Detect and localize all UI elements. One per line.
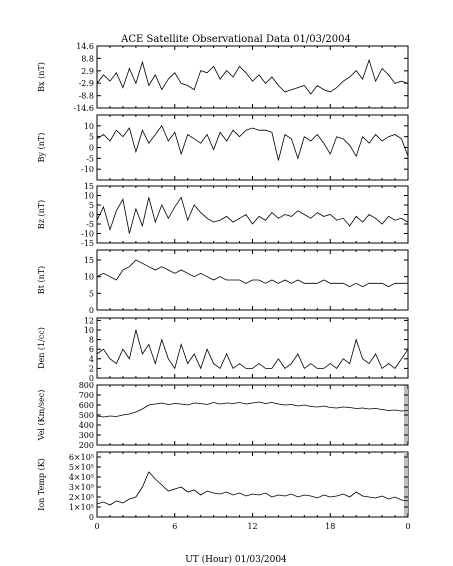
series-line-bx — [96, 58, 409, 95]
series-line-bt — [96, 259, 408, 288]
series-line-den — [96, 329, 409, 370]
x-tick-label: 0 — [405, 522, 410, 531]
y-tick-label-bz: -10 — [81, 230, 94, 239]
x-tick-label: 12 — [247, 522, 257, 531]
y-tick-label-bz: 0 — [89, 211, 94, 220]
y-tick-label-vel: 700 — [79, 391, 94, 400]
y-tick-label-vel: 400 — [79, 421, 94, 430]
y-tick-label-bx: -2.9 — [79, 79, 94, 88]
series-line-by — [96, 125, 409, 161]
chart-title: ACE Satellite Observational Data 01/03/2… — [120, 34, 351, 45]
panel-frame-bz — [96, 185, 409, 244]
series-line-vel — [96, 401, 409, 418]
panel-bt: 15 10 5 0 Bt (nT) — [37, 249, 409, 315]
series-line-bz — [96, 196, 409, 234]
y-tick-label-den: 6 — [89, 345, 94, 354]
y-tick-label-vel: 600 — [79, 401, 94, 410]
y-tick-label-by: -10 — [81, 165, 94, 174]
y-tick-label-bx: 14.6 — [76, 42, 94, 51]
y-tick-label-den: 0 — [89, 374, 94, 383]
y-axis-label-temp: Ion Temp (K) — [37, 458, 46, 511]
y-tick-label-bx: -14.6 — [73, 104, 94, 113]
panel-edge-shade-temp — [404, 452, 408, 517]
y-tick-label-bz: 5 — [89, 201, 94, 210]
panel-frame-den — [96, 317, 409, 379]
y-tick-label-by: 0 — [89, 144, 94, 153]
y-tick-label-bx: -8.8 — [79, 92, 94, 101]
x-axis-label: UT (Hour) 01/03/2004 — [185, 554, 287, 565]
y-tick-label-by: 10 — [84, 122, 94, 131]
y-tick-label-temp: 3×10⁵ — [69, 483, 94, 492]
series-line-temp — [96, 471, 409, 506]
y-tick-label-bz: 10 — [84, 192, 94, 201]
y-tick-label-bt: 10 — [84, 273, 94, 282]
y-tick-label-bt: 0 — [89, 306, 94, 315]
y-tick-label-bz: -5 — [86, 220, 94, 229]
y-tick-label-den: 12 — [84, 316, 94, 325]
panel-bx: 14.6 8.8 2.9 -2.9 -8.8 -14.6 Bx (nT) — [37, 42, 409, 113]
panels: 14.68.82.9-2.9-8.8-14.6Bx (nT)1050-5-10B… — [37, 42, 411, 531]
y-tick-label-temp: 1×10⁵ — [69, 503, 94, 512]
y-tick-label-den: 2 — [89, 364, 94, 373]
y-tick-label-bz: -15 — [81, 239, 94, 248]
y-tick-label-bx: 8.8 — [81, 54, 94, 63]
y-axis-label-den: Den (1/cc) — [37, 327, 46, 369]
y-tick-label-bt: 5 — [89, 289, 94, 298]
y-axis-label-by: By (nT) — [37, 133, 46, 163]
y-tick-label-den: 8 — [89, 336, 94, 345]
y-tick-label-temp: 0 — [89, 513, 94, 522]
panel-frame-by — [96, 114, 409, 181]
y-tick-label-temp: 5×10⁵ — [69, 463, 94, 472]
y-axis-label-bx: Bx (nT) — [37, 62, 46, 92]
x-tick-label: 18 — [325, 522, 335, 531]
y-tick-label-vel: 800 — [79, 381, 94, 390]
y-tick-label-bz: 15 — [84, 182, 94, 191]
y-tick-label-bt: 15 — [84, 256, 94, 265]
y-tick-label-den: 10 — [84, 326, 94, 335]
y-axis-label-bz: Bz (nT) — [37, 200, 46, 229]
y-axis-label-vel: Vel (Km/sec) — [37, 390, 46, 442]
y-tick-label-by: -5 — [86, 154, 94, 163]
y-tick-label-temp: 6×10⁵ — [69, 453, 94, 462]
y-tick-label-vel: 500 — [79, 411, 94, 420]
y-tick-label-vel: 300 — [79, 431, 94, 440]
y-tick-label-temp: 4×10⁵ — [69, 473, 94, 482]
y-tick-label-bx: 2.9 — [81, 67, 94, 76]
panel-by: 10 5 0-5 -10 By (nT) — [37, 114, 409, 181]
y-axis-label-bt: Bt (nT) — [37, 266, 46, 294]
y-tick-label-by: 5 — [89, 133, 94, 142]
y-tick-label-vel: 200 — [79, 441, 94, 450]
x-tick-label: 0 — [94, 522, 99, 531]
y-tick-label-temp: 2×10⁵ — [69, 493, 94, 502]
panel-frame-vel — [96, 384, 409, 446]
x-tick-label: 6 — [172, 522, 177, 531]
y-tick-label-den: 4 — [89, 355, 94, 364]
